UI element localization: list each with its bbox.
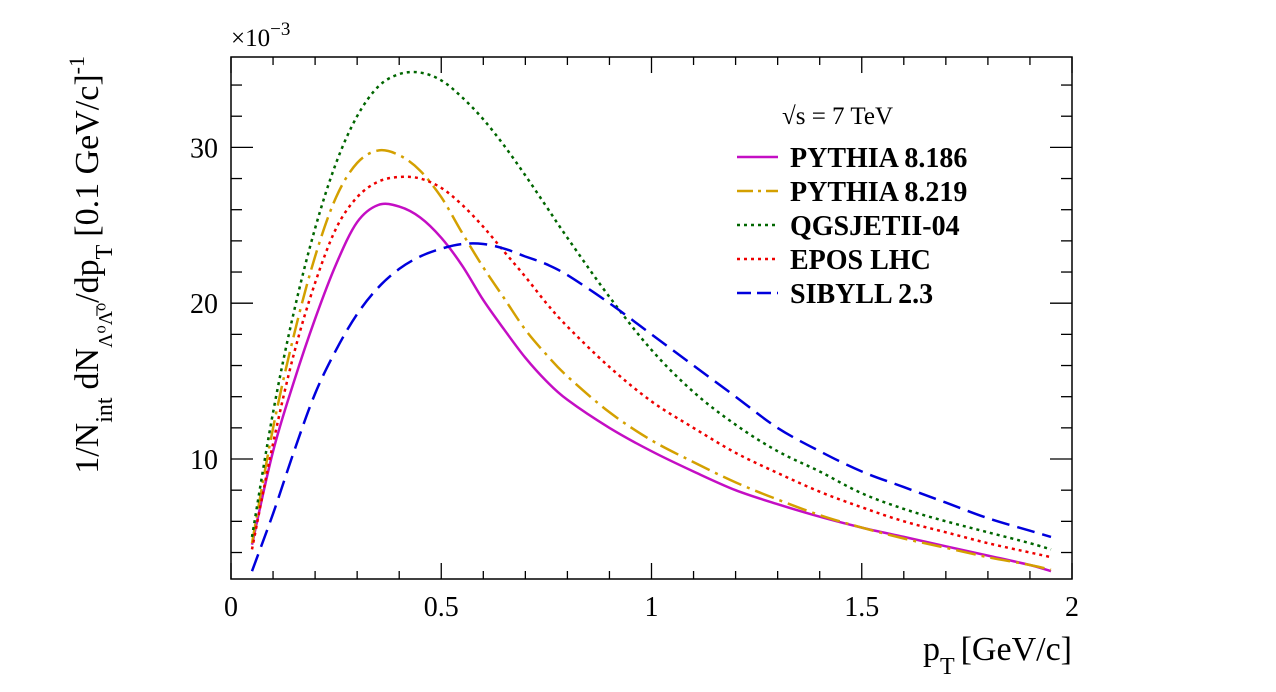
legend-label-3: QGSJETII-04	[790, 211, 960, 242]
y-tick-label: 20	[190, 289, 218, 320]
series-line-5	[250, 242, 1052, 572]
legend-label-1: PYTHIA 8.186	[790, 143, 967, 174]
y-axis-title: 1/NintdNΛ⁰Λ̅⁰/dpT[0.1 GeV/c]-1	[64, 56, 118, 474]
x-axis-title: pT [GeV/c]	[923, 631, 1072, 680]
series-line-4	[250, 175, 1052, 559]
y-exponent-label: ×10−3	[231, 19, 290, 52]
ticks-layer: 0 0.5 1 1.5 2 10 20 30	[190, 57, 1079, 623]
series-layer	[250, 70, 1052, 573]
x-tick-label: 0	[224, 592, 238, 623]
y-tick-label: 10	[190, 445, 218, 476]
series-line-3	[250, 70, 1052, 551]
x-tick-label: 1	[645, 592, 659, 623]
legend-label-2: PYTHIA 8.219	[790, 177, 967, 208]
y-tick-label: 30	[190, 133, 218, 164]
x-tick-label: 2	[1065, 592, 1079, 623]
series-line-1	[250, 202, 1052, 573]
x-tick-label: 0.5	[424, 592, 459, 623]
series-line-2	[250, 148, 1052, 571]
legend-label-5: SIBYLL 2.3	[790, 279, 933, 310]
x-tick-label: 1.5	[844, 592, 879, 623]
legend-header: √s = 7 TeV	[782, 103, 893, 130]
legend-label-4: EPOS LHC	[790, 245, 931, 276]
